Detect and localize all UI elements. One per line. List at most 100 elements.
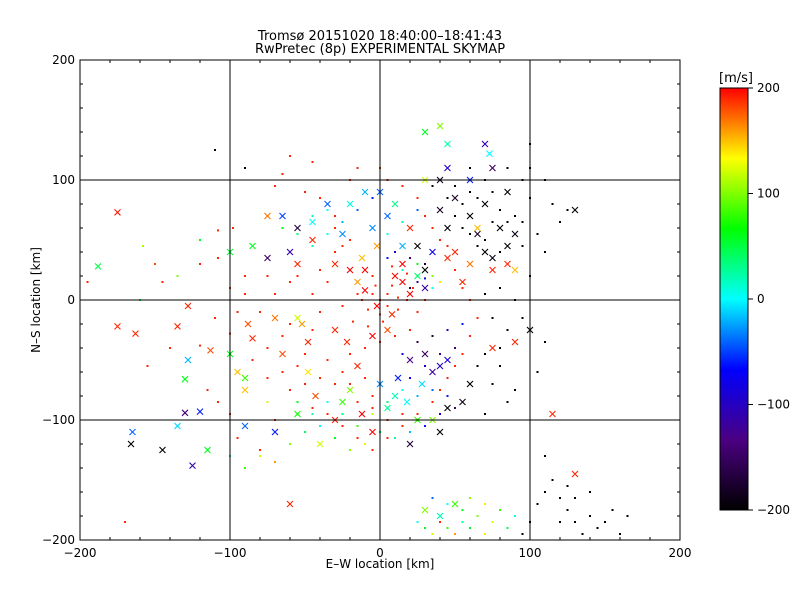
data-point-x — [312, 392, 319, 400]
data-point-x — [384, 404, 391, 412]
data-point-dot — [551, 479, 554, 481]
data-point-dot — [244, 293, 246, 295]
data-point-x — [399, 260, 406, 268]
data-point-dot — [506, 401, 509, 403]
data-point-x — [489, 266, 496, 274]
data-points — [86, 122, 629, 535]
data-point-dot — [311, 215, 314, 217]
data-point-dot — [311, 413, 314, 415]
data-point-dot — [319, 197, 321, 199]
data-point-dot — [349, 383, 351, 385]
data-point-x — [316, 440, 324, 448]
data-point-dot — [296, 401, 299, 403]
data-point-dot — [341, 425, 344, 427]
data-point-dot — [371, 197, 374, 199]
data-point-dot — [356, 209, 359, 211]
data-point-dot — [199, 344, 201, 347]
data-point-x — [459, 398, 466, 406]
data-point-dot — [334, 383, 336, 385]
data-point-x — [511, 338, 519, 346]
data-point-dot — [446, 245, 449, 247]
data-point-x — [181, 409, 189, 417]
data-point-dot — [266, 377, 269, 379]
data-point-x — [421, 128, 429, 136]
data-point-dot — [217, 257, 219, 259]
x-tick-label: 200 — [669, 546, 692, 560]
data-point-dot — [589, 515, 591, 517]
data-point-x — [496, 224, 504, 232]
data-point-dot — [217, 401, 219, 403]
data-point-dot — [386, 437, 389, 439]
data-point-dot — [311, 293, 314, 295]
data-point-dot — [439, 413, 441, 415]
data-point-dot — [416, 311, 419, 313]
data-point-dot — [371, 407, 374, 409]
data-point-dot — [311, 161, 314, 163]
data-point-dot — [484, 239, 486, 241]
data-point-x — [444, 356, 451, 364]
data-point-dot — [319, 311, 321, 313]
data-point-dot — [626, 515, 629, 517]
data-point-x — [286, 500, 294, 508]
data-point-dot — [461, 521, 464, 523]
data-point-dot — [424, 277, 426, 280]
data-point-x — [346, 386, 354, 394]
data-point-x — [339, 230, 346, 238]
data-point-dot — [356, 401, 359, 403]
data-point-dot — [304, 431, 306, 433]
data-point-dot — [391, 284, 393, 287]
y-tick-label: −100 — [42, 413, 75, 427]
data-point-dot — [416, 521, 419, 523]
data-point-dot — [206, 389, 209, 391]
data-point-x — [511, 266, 519, 274]
data-point-dot — [559, 497, 561, 499]
data-point-x — [234, 368, 241, 376]
data-point-dot — [311, 407, 314, 409]
data-point-dot — [491, 317, 494, 319]
data-point-dot — [484, 353, 486, 355]
data-point-dot — [521, 245, 524, 247]
data-point-x — [184, 356, 192, 364]
data-point-dot — [341, 245, 344, 247]
data-point-dot — [574, 497, 576, 499]
data-point-x — [451, 248, 459, 256]
data-point-dot — [341, 371, 344, 373]
data-point-x — [406, 224, 414, 232]
data-point-dot — [589, 491, 591, 493]
data-point-dot — [476, 365, 479, 367]
data-point-dot — [409, 431, 411, 433]
data-point-dot — [454, 215, 456, 217]
data-point-dot — [259, 311, 261, 313]
data-point-dot — [251, 359, 254, 361]
data-point-dot — [374, 284, 377, 287]
data-point-dot — [326, 413, 329, 415]
data-point-dot — [566, 209, 569, 211]
data-point-dot — [461, 323, 464, 325]
data-point-x — [309, 218, 316, 226]
data-point-x — [181, 375, 189, 383]
data-point-dot — [371, 275, 374, 277]
data-point-dot — [499, 509, 501, 511]
data-point-dot — [454, 185, 456, 187]
data-point-dot — [86, 281, 89, 283]
data-point-x — [373, 302, 381, 310]
data-point-dot — [506, 329, 509, 331]
data-point-dot — [367, 325, 369, 328]
data-point-x — [361, 188, 369, 196]
data-point-x — [474, 230, 481, 238]
data-point-x — [414, 242, 421, 250]
data-point-dot — [382, 320, 384, 323]
chart-subtitle: RwPretec (8p) EXPERIMENTAL SKYMAP — [255, 42, 505, 57]
data-point-dot — [566, 509, 569, 511]
data-point-dot — [506, 167, 509, 169]
data-point-x — [361, 266, 369, 274]
data-point-x — [504, 260, 511, 268]
data-point-dot — [289, 443, 291, 445]
data-point-x — [369, 332, 376, 340]
data-point-x — [189, 462, 196, 469]
data-point-dot — [506, 527, 509, 529]
data-point-dot — [559, 221, 561, 223]
data-point-x — [264, 212, 271, 220]
data-point-dot — [476, 317, 479, 319]
data-point-dot — [259, 449, 261, 451]
